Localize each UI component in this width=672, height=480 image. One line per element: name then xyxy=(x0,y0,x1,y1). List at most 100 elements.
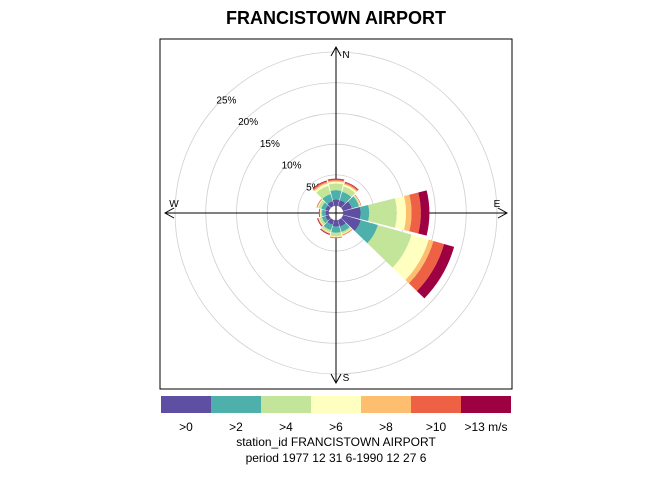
wedge-segment xyxy=(317,199,323,208)
wedge-segment xyxy=(330,190,342,200)
wedge-segment xyxy=(318,217,324,226)
legend-swatch xyxy=(261,396,311,413)
wedge-segment xyxy=(318,200,325,209)
wedge-segment xyxy=(330,236,342,238)
wedge-segment xyxy=(343,184,357,194)
wedge-segment xyxy=(327,179,345,182)
wedge-segment xyxy=(405,239,434,284)
wedge-segment xyxy=(327,218,334,225)
radial-tick-label: 10% xyxy=(282,161,302,172)
legend-label: >8 xyxy=(379,420,393,434)
wedge-segment xyxy=(317,218,323,227)
wedge-segment xyxy=(344,182,359,191)
wedge-segment xyxy=(341,227,351,234)
radial-tick-label: 20% xyxy=(238,117,258,128)
wedge-segment xyxy=(316,198,322,208)
wedge-segment xyxy=(327,178,345,181)
wedge-segment xyxy=(320,228,330,235)
wedge-segment xyxy=(328,183,344,191)
wedge-segment xyxy=(318,208,320,218)
wedge-segment xyxy=(321,227,331,234)
wedge-segment xyxy=(342,229,353,236)
legend-swatch xyxy=(461,396,511,413)
wedge-segment xyxy=(319,217,326,225)
wedge-segment xyxy=(317,218,323,227)
axis-arrowhead xyxy=(330,45,342,57)
wedge-segment xyxy=(327,201,334,208)
wedge-segment xyxy=(338,200,346,208)
wedge-segment xyxy=(332,199,340,206)
wedge-segment xyxy=(317,199,323,208)
wedge-segment xyxy=(367,225,412,268)
radial-tick-label: 15% xyxy=(260,139,280,150)
legend-label: >4 xyxy=(279,420,293,434)
compass-south-label: S xyxy=(343,373,350,384)
wedge-segment xyxy=(347,196,360,209)
wedge-segment xyxy=(323,221,333,231)
wedge-segment xyxy=(319,208,321,218)
wedge-segment xyxy=(354,220,378,244)
compass-north-label: N xyxy=(342,50,349,61)
wedge-segment xyxy=(312,180,327,190)
radial-tick-labels: 5% 10%15%20%25% xyxy=(216,95,320,193)
wedge-segment xyxy=(316,185,331,199)
wedge-segment xyxy=(320,228,331,235)
wedge-segment xyxy=(338,218,346,227)
compass-labels: N S E W xyxy=(169,50,500,384)
wedge-segment xyxy=(320,209,323,217)
wedge-segment xyxy=(325,215,331,221)
wedge-segment xyxy=(343,207,361,219)
wedge-segment xyxy=(339,223,350,232)
wedge-segment xyxy=(353,195,361,207)
wedge-segment xyxy=(328,180,344,183)
wedge-segment xyxy=(321,209,326,217)
wedge-segment xyxy=(368,198,397,228)
wedge-segment xyxy=(321,225,332,233)
wedge-segment xyxy=(313,182,328,191)
caption-station: station_id FRANCISTOWN AIRPORT xyxy=(236,435,436,449)
chart-title: FRANCISTOWN AIRPORT xyxy=(226,8,446,28)
wedge-segment xyxy=(325,205,331,211)
legend-label: >10 xyxy=(426,420,447,434)
radial-tick-label: 25% xyxy=(216,95,236,106)
wedge-segment xyxy=(331,226,341,233)
legend-swatch xyxy=(411,396,461,413)
wedge-segment xyxy=(341,201,352,211)
wedge-segment xyxy=(418,190,430,236)
compass-west-label: W xyxy=(169,199,179,210)
wedge-segment xyxy=(354,194,362,206)
wedge-segment xyxy=(395,196,407,230)
wedge-segment xyxy=(341,215,361,231)
legend-label: >6 xyxy=(329,420,343,434)
wedge-segment xyxy=(342,186,356,198)
wedge-segment xyxy=(342,228,352,235)
axis-arrowhead xyxy=(497,207,509,219)
wedge-segment xyxy=(354,195,361,207)
wedge-segment xyxy=(341,228,352,235)
wedge-segment xyxy=(416,243,455,299)
plot-panel-border xyxy=(159,38,513,390)
wedge-segment xyxy=(321,216,329,224)
wedge-segment xyxy=(359,204,370,222)
legend-label: >0 xyxy=(179,420,193,434)
legend-label: >2 xyxy=(229,420,243,434)
axis-arrowhead xyxy=(330,373,342,385)
wedge-segment xyxy=(312,181,328,191)
wedge-segment xyxy=(314,183,329,193)
wedge-segment xyxy=(403,194,412,232)
wedge-segment xyxy=(330,232,342,237)
wedge-segment xyxy=(332,220,340,227)
wedge-segment xyxy=(344,183,358,192)
wedge-segment xyxy=(329,236,343,239)
wedge-segment xyxy=(328,181,344,185)
legend-swatch xyxy=(211,396,261,413)
wedge-segment xyxy=(392,234,429,281)
compass-east-label: E xyxy=(494,199,501,210)
wedge-segment xyxy=(344,181,359,191)
wedge-segment xyxy=(408,240,445,292)
axis-arrowhead xyxy=(163,207,175,219)
windrose-wedges xyxy=(312,178,455,299)
legend-label: >13 m/s xyxy=(464,420,507,434)
wedge-segment xyxy=(409,192,421,234)
radial-tick-label: 5% xyxy=(306,182,321,193)
